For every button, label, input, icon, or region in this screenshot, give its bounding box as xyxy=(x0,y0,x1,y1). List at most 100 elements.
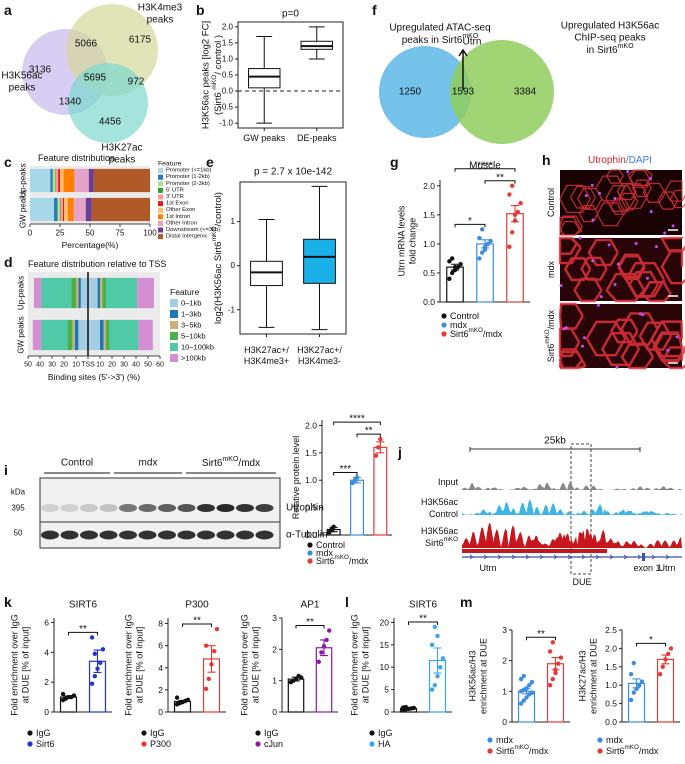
data-point xyxy=(518,701,524,706)
data-point xyxy=(95,666,100,671)
data-point xyxy=(440,656,446,661)
legend-marker xyxy=(369,741,375,747)
x-tick-label: 25 xyxy=(56,229,65,238)
legend-label: Other Intron xyxy=(166,220,197,226)
data-point xyxy=(529,690,535,696)
nucleus-stain xyxy=(613,197,617,201)
bar-segment xyxy=(34,277,42,309)
text-part: Sirt6 xyxy=(425,538,444,548)
legend-label: Promoter (2-3kb) xyxy=(166,181,210,187)
annotation: Utrn xyxy=(463,37,482,48)
panel-label: j xyxy=(397,444,402,460)
legend-label: 1st Intron xyxy=(166,214,190,220)
signal-track xyxy=(462,499,682,515)
bar-segment xyxy=(88,319,100,351)
legend-label: cJun xyxy=(264,739,283,749)
y-tick-label: 1.0 xyxy=(305,475,317,485)
data-point xyxy=(553,670,558,676)
bar-segment xyxy=(63,168,75,193)
region-count: 3136 xyxy=(29,65,52,76)
y-axis-label: at DUE [% of input] xyxy=(361,627,371,704)
legend-label: 5–10kb xyxy=(181,332,206,341)
y-axis-label: at DUE [% of input] xyxy=(135,627,145,704)
y-tick-label: 0 xyxy=(384,707,389,717)
data-point xyxy=(331,524,336,529)
bar xyxy=(476,243,494,303)
data-point xyxy=(553,667,558,673)
bar-segment xyxy=(88,277,98,309)
tubulin-band xyxy=(177,530,196,540)
x-tick-label: 50 xyxy=(144,362,152,369)
y-tick-label: 0.5 xyxy=(605,699,617,709)
y-tick-label: 0.5 xyxy=(423,268,435,278)
bar-segment xyxy=(60,197,61,222)
text-part: /mdx xyxy=(546,309,556,329)
data-point xyxy=(411,705,417,711)
utrophin-band xyxy=(255,504,274,512)
panel-label: b xyxy=(196,2,205,18)
text-part: log2(H3K56ac Sirt6 xyxy=(213,242,224,324)
y-axis-label: at DUE [% of input] xyxy=(21,627,31,704)
utrophin-band xyxy=(41,504,59,512)
data-point xyxy=(299,675,304,680)
data-point xyxy=(378,436,383,442)
text-part: in Sirt6 xyxy=(586,45,618,56)
legend-marker xyxy=(441,322,447,328)
legend-label: Sirt6mKO/mdx xyxy=(496,744,549,756)
x-tick-label: 30 xyxy=(120,362,128,369)
gene-strand xyxy=(469,554,670,560)
whisker-high xyxy=(308,26,325,42)
utrophin-band xyxy=(80,504,98,512)
y-tick-label: 8 xyxy=(158,619,163,629)
whisker-high xyxy=(311,185,328,240)
text-part: /mdx xyxy=(349,556,369,566)
text-part: Sirt6 xyxy=(202,458,223,469)
legend-swatch xyxy=(170,332,178,340)
data-point xyxy=(316,659,321,665)
text-part: /mdx xyxy=(529,746,549,756)
legend-swatch xyxy=(158,227,163,233)
x-tick-label: 50 xyxy=(86,229,95,238)
chart-title: SIRT6 xyxy=(69,600,98,611)
y-tick-label: 1 xyxy=(272,676,277,686)
nucleus-stain xyxy=(616,262,620,266)
data-point xyxy=(628,697,634,703)
legend-swatch xyxy=(170,343,178,351)
text-part: Sirt6 xyxy=(316,556,335,566)
nucleus-stain xyxy=(613,283,617,287)
data-point xyxy=(509,230,515,235)
region-label: DUE xyxy=(572,577,591,587)
nucleus-stain xyxy=(645,276,649,280)
y-axis-label: enrichment at DUE xyxy=(479,638,489,714)
data-point xyxy=(206,676,211,682)
significance-label: ** xyxy=(306,617,314,628)
signal-track xyxy=(462,522,682,548)
bar-segment xyxy=(55,168,56,193)
x-tick-label: H3K27ac+/ xyxy=(297,345,342,355)
legend-label: 3' UTR xyxy=(166,194,184,200)
significance-bracket xyxy=(526,636,556,641)
y-tick-label: 0.0 xyxy=(423,297,435,307)
x-axis-label: Percentage(%) xyxy=(62,240,119,250)
region-count: 1340 xyxy=(59,97,82,108)
set-label: Upregulated ATAC-seq xyxy=(389,23,490,34)
bar-segment xyxy=(100,277,103,309)
text-part: mKO xyxy=(462,33,479,40)
panel-label: g xyxy=(390,154,399,170)
text-part: mKO xyxy=(222,456,239,463)
y-tick-label: 2 xyxy=(44,677,49,687)
set-label: H3K4me3 xyxy=(138,3,183,14)
y-axis-label: Relative protein level xyxy=(291,436,301,520)
y-tick-label: 1.0 xyxy=(222,54,234,63)
data-point xyxy=(639,679,645,684)
y-tick-label: GW peaks xyxy=(17,316,26,353)
legend-label: 10–100kb xyxy=(181,343,214,352)
y-tick-label: Up-peaks xyxy=(19,163,28,197)
band-label: α-Tubulin xyxy=(286,530,328,541)
nucleus-stain xyxy=(590,183,594,187)
y-tick-label: 1.0 xyxy=(605,680,617,690)
data-point xyxy=(447,276,452,281)
row-label: Sirt6mKO/mdx xyxy=(544,309,556,362)
y-tick-label: 2 xyxy=(502,656,507,666)
nucleus-stain xyxy=(654,245,658,249)
